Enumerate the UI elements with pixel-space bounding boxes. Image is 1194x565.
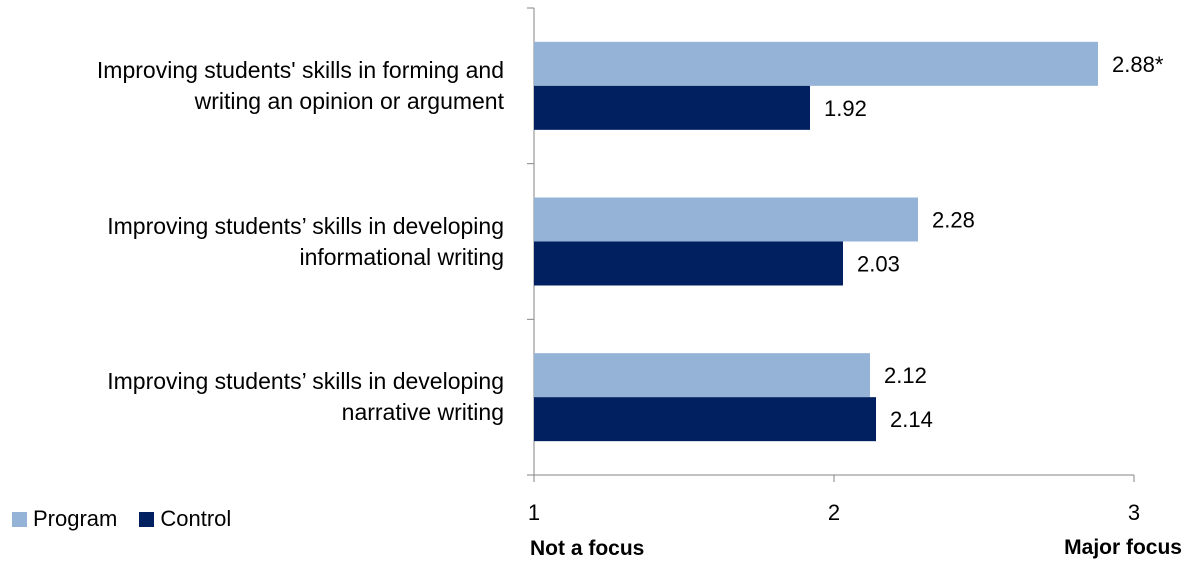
legend-swatch-program xyxy=(12,511,27,527)
category-label-line: writing an opinion or argument xyxy=(194,87,504,114)
bar-control xyxy=(534,241,843,286)
category-label: Improving students' skills in forming an… xyxy=(4,55,504,117)
x-tick-label: 2 xyxy=(828,500,840,525)
bar-program xyxy=(534,197,918,242)
legend-label-control: Control xyxy=(160,506,232,531)
legend-label-program: Program xyxy=(33,506,118,531)
category-label-line: Improving students’ skills in developing xyxy=(107,212,504,239)
bar-control xyxy=(534,397,876,442)
x-tick-label: 3 xyxy=(1128,500,1140,525)
data-label: 2.28 xyxy=(932,208,975,233)
data-label: 1.92 xyxy=(824,96,867,121)
chart-tick-labels: 1 2 3 xyxy=(528,500,1140,525)
x-axis-high-label: Major focus xyxy=(1064,536,1182,559)
data-label: 2.14 xyxy=(890,407,933,432)
legend-swatch-control xyxy=(139,511,155,527)
chart-data-labels: 2.88* 1.92 2.28 2.03 2.12 2.14 xyxy=(824,52,1164,432)
bar-program xyxy=(534,353,870,398)
category-label-line: narrative writing xyxy=(341,399,504,426)
bar-control xyxy=(534,85,810,130)
category-label: Improving students’ skills in developing… xyxy=(4,366,504,428)
legend-item-program: Program xyxy=(12,506,117,532)
category-label-line: informational writing xyxy=(299,243,504,270)
data-label: 2.88* xyxy=(1112,52,1164,77)
chart-legend: Program Control xyxy=(12,506,253,532)
category-label-line: Improving students' skills in forming an… xyxy=(96,56,504,83)
data-label: 2.12 xyxy=(884,363,927,388)
category-label: Improving students’ skills in developing… xyxy=(4,211,504,273)
chart-bars xyxy=(534,41,1098,442)
data-label: 2.03 xyxy=(857,252,900,277)
legend-item-control: Control xyxy=(139,506,231,532)
x-axis-low-label: Not a focus xyxy=(530,537,645,560)
bar-program xyxy=(534,41,1098,86)
x-tick-label: 1 xyxy=(528,500,540,525)
category-label-line: Improving students’ skills in developing xyxy=(107,368,504,395)
